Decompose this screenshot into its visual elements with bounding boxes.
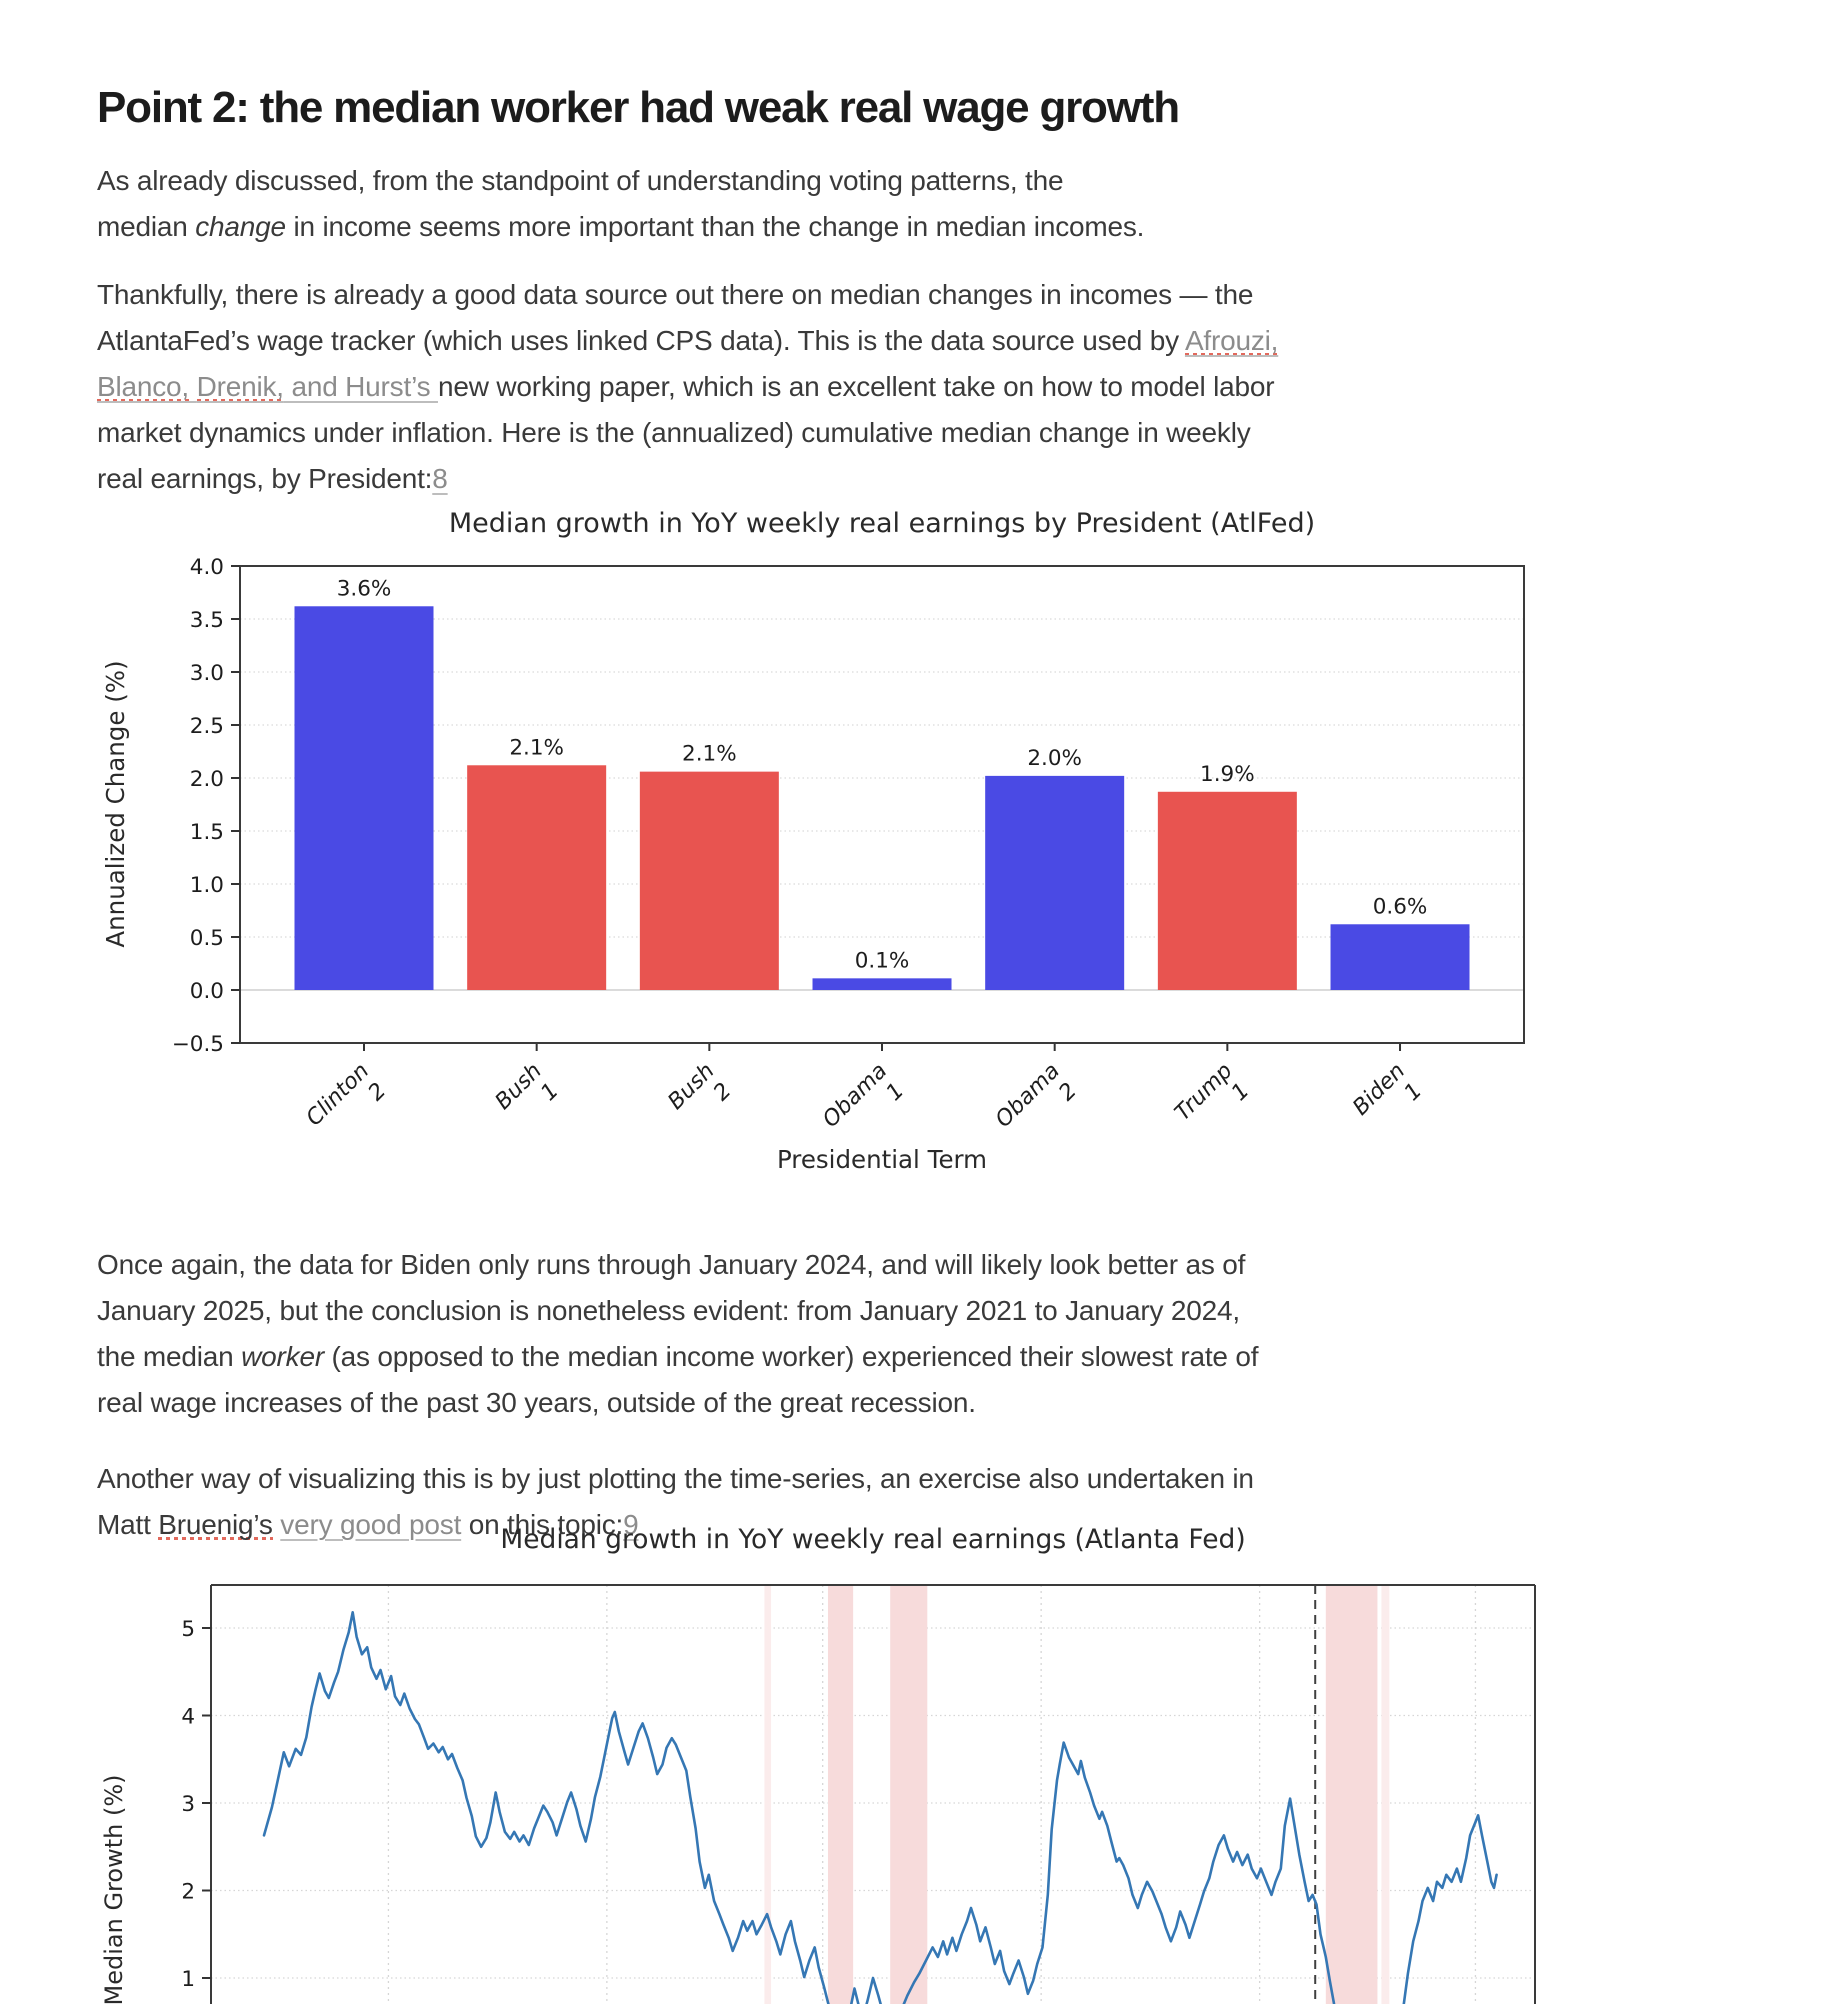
bar-trump-1 <box>1157 791 1297 990</box>
y-tick-label: 0.0 <box>190 979 224 1004</box>
y-tick-label: 1 <box>181 1967 195 1992</box>
text-segment: median <box>97 211 196 242</box>
text-segment: Once again, the data for Biden only runs… <box>97 1249 1246 1280</box>
recession-band <box>764 1585 772 2004</box>
plot-border <box>239 565 1525 1044</box>
svg-text:Obama: Obama <box>991 1059 1065 1133</box>
bar-value-label: 2.0% <box>1027 746 1082 771</box>
text-segment: Bruenig’s <box>158 1509 273 1540</box>
drenik-link[interactable]: Drenik, <box>196 371 284 402</box>
bar-chart-median-growth-by-president: Median growth in YoY weekly real earning… <box>101 508 1525 1174</box>
footnote-9-link[interactable]: 9 <box>623 1509 639 1540</box>
svg-text:Trump: Trump <box>1170 1059 1237 1126</box>
text-segment: Thankfully, there is already a good data… <box>97 279 1254 310</box>
line-chart-title: Median growth in YoY weekly real earning… <box>500 1524 1245 1555</box>
text-segment: real wage increases of the past 30 years… <box>97 1387 976 1418</box>
text-segment: real earnings, by President: <box>97 463 433 494</box>
inline-link[interactable] <box>189 371 197 402</box>
svg-text:Clinton: Clinton <box>302 1059 375 1132</box>
y-tick-label: 4.0 <box>190 555 224 580</box>
bar-obama-1 <box>812 978 952 990</box>
afrouzi-link[interactable]: Afrouzi, <box>1184 325 1279 356</box>
text-segment: Another way of visualizing this is by ju… <box>97 1463 1254 1494</box>
y-tick-label: 2 <box>181 1880 195 1905</box>
bar-obama-2 <box>985 775 1125 990</box>
bar-chart-ylabel: Annualized Change (%) <box>101 660 130 947</box>
footnote-8-link[interactable]: 8 <box>432 463 448 494</box>
line-chart-median-growth-timeseries: Median growth in YoY weekly real earning… <box>100 1524 1536 2004</box>
y-tick-label: 2.5 <box>190 714 224 739</box>
recession-band <box>1325 1585 1378 2004</box>
bar-value-label: 1.9% <box>1200 762 1255 787</box>
bar-value-label: 2.1% <box>682 742 737 767</box>
median-growth-line <box>262 1611 1498 2004</box>
text-segment: AtlantaFed’s wage tracker (which uses li… <box>97 325 1185 356</box>
y-tick-label: −0.5 <box>172 1032 224 1057</box>
bar-value-label: 2.1% <box>509 735 564 760</box>
para-data-source: Thankfully, there is already a good data… <box>97 272 1517 502</box>
y-tick-label: 3.0 <box>190 661 224 686</box>
y-tick-label: 5 <box>181 1617 195 1642</box>
text-segment: on this topic: <box>461 1509 624 1540</box>
text-segment: (as opposed to the median income worker)… <box>323 1341 1259 1372</box>
page-title: Point 2: the median worker had weak real… <box>97 83 1180 133</box>
text-segment: worker <box>241 1341 324 1372</box>
bar-bush-2 <box>639 771 779 990</box>
text-segment: As already discussed, from the standpoin… <box>97 165 1064 196</box>
bar-chart-xlabel: Presidential Term <box>777 1145 987 1174</box>
text-segment: January 2025, but the conclusion is none… <box>97 1295 1240 1326</box>
text-segment: in income seems more important than the … <box>285 211 1145 242</box>
text-segment: market dynamics under inflation. Here is… <box>97 417 1251 448</box>
para-voting-patterns: As already discussed, from the standpoin… <box>97 158 1517 250</box>
very-good-post-link[interactable]: very good post <box>280 1509 462 1540</box>
recession-band <box>827 1585 854 2004</box>
text-segment: the median <box>97 1341 242 1372</box>
bar-value-label: 0.6% <box>1373 894 1428 919</box>
y-tick-label: 1.0 <box>190 873 224 898</box>
y-tick-label: 3 <box>181 1792 195 1817</box>
bar-value-label: 0.1% <box>855 948 910 973</box>
recession-band <box>890 1585 928 2004</box>
text-segment: change <box>195 211 286 242</box>
y-tick-label: 2.0 <box>190 767 224 792</box>
para-another-way: Another way of visualizing this is by ju… <box>97 1456 1517 1548</box>
y-tick-label: 3.5 <box>190 608 224 633</box>
bar-chart-title: Median growth in YoY weekly real earning… <box>449 508 1315 539</box>
bar-biden-1 <box>1330 924 1470 990</box>
hurst-link[interactable]: and Hurst’s <box>283 371 438 402</box>
y-tick-label: 1.5 <box>190 820 224 845</box>
para-once-again: Once again, the data for Biden only runs… <box>97 1242 1517 1426</box>
bar-clinton-2 <box>294 606 434 990</box>
bar-bush-1 <box>467 765 607 990</box>
text-segment: new working paper, which is an excellent… <box>437 371 1275 402</box>
recession-band <box>1381 1585 1390 2004</box>
text-segment: Matt <box>97 1509 159 1540</box>
y-tick-label: 4 <box>181 1705 195 1730</box>
blanco-link[interactable]: Blanco, <box>97 371 189 402</box>
svg-text:Obama: Obama <box>818 1059 892 1133</box>
line-chart-ylabel: Median Growth (%) <box>100 1775 128 2004</box>
y-tick-label: 0.5 <box>190 926 224 951</box>
bar-value-label: 3.6% <box>337 576 392 601</box>
